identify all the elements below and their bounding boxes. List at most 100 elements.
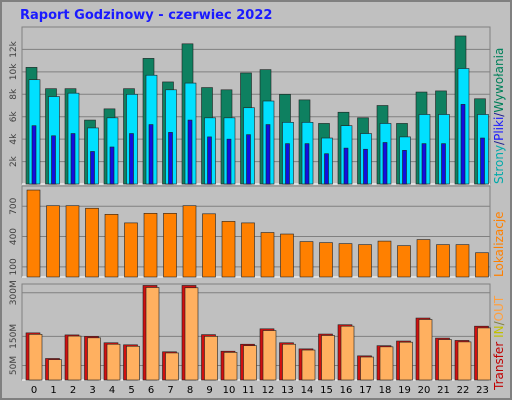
bar-out: [399, 341, 413, 381]
x-tick-label: 18: [379, 385, 392, 396]
x-tick-label: 23: [476, 385, 489, 396]
bar-strony: [402, 150, 407, 185]
legend-entry: OUT: [492, 295, 506, 321]
x-tick-label: 3: [89, 385, 95, 396]
bar-lokalizacje: [104, 214, 119, 278]
bar-out: [67, 335, 82, 381]
legend-entry: Pliki: [492, 117, 506, 141]
bar-lokalizacje: [260, 232, 275, 278]
x-tick-label: 15: [320, 385, 333, 396]
bar-strony: [460, 104, 466, 185]
x-tick-label: 8: [187, 385, 193, 396]
bar-strony: [226, 138, 232, 185]
bar-lokalizacje: [143, 213, 158, 278]
legend-entry: Wywołania: [492, 48, 506, 113]
bar-strony: [187, 119, 193, 185]
x-tick-label: 16: [340, 385, 353, 396]
bar-lokalizacje: [280, 233, 294, 278]
x-tick-label: 12: [262, 385, 275, 396]
x-tick-label: 2: [70, 385, 76, 396]
x-tick-label: 4: [109, 385, 115, 396]
bar-strony: [382, 142, 388, 185]
bar-out: [360, 356, 374, 381]
panel-2-background: [21, 185, 491, 278]
bar-out: [126, 345, 140, 381]
bar-out: [223, 352, 238, 381]
bar-out: [28, 334, 43, 381]
x-tick-label: 10: [223, 385, 236, 396]
bar-lokalizacje: [163, 213, 177, 278]
x-tick-label: 17: [359, 385, 372, 396]
bar-lokalizacje: [436, 244, 450, 278]
bar-lokalizacje: [416, 239, 431, 278]
x-tick-label: 11: [242, 385, 255, 396]
panel-2-ytick-label: 400: [9, 228, 19, 245]
x-tick-label: 0: [31, 385, 37, 396]
bar-out: [282, 343, 296, 381]
x-tick-label: 14: [301, 385, 314, 396]
bar-lokalizacje: [299, 241, 314, 278]
bar-lokalizacje: [221, 221, 236, 278]
bar-strony: [148, 124, 154, 185]
bar-out: [145, 287, 160, 381]
bar-lokalizacje: [319, 242, 333, 278]
bar-strony: [421, 143, 427, 185]
panel-2-legend: Lokalizacje: [492, 211, 506, 277]
panel-2-ytick-label: 100: [9, 258, 19, 275]
x-tick-label: 6: [148, 385, 154, 396]
bar-strony: [265, 124, 271, 185]
bar-out: [379, 346, 394, 381]
bar-lokalizacje: [46, 205, 60, 278]
bar-lokalizacje: [338, 243, 353, 278]
x-tick-label: 20: [418, 385, 431, 396]
bar-out: [340, 325, 355, 381]
panel-2-ytick-label: 700: [9, 197, 19, 214]
bar-out: [477, 327, 491, 381]
bar-strony: [363, 148, 368, 185]
panel-3-ytick-label: 150M: [9, 324, 19, 349]
bar-lokalizacje: [397, 245, 411, 278]
bar-strony: [480, 137, 485, 185]
panel-1-ytick-label: 8k: [9, 88, 19, 100]
bar-out: [438, 339, 452, 381]
bar-strony: [441, 143, 446, 185]
x-tick-label: 22: [457, 385, 470, 396]
bar-out: [184, 287, 199, 381]
bar-out: [457, 341, 472, 381]
bar-strony: [285, 143, 290, 185]
bar-strony: [304, 143, 310, 185]
x-tick-label: 7: [167, 385, 173, 396]
x-tick-label: 5: [128, 385, 134, 396]
bar-strony: [70, 133, 76, 185]
x-tick-label: 21: [437, 385, 450, 396]
bar-lokalizacje: [455, 244, 470, 278]
panel-3-ytick-label: 300M: [9, 280, 19, 305]
bar-lokalizacje: [124, 222, 138, 278]
bar-lokalizacje: [241, 222, 255, 278]
bar-strony: [207, 136, 212, 185]
x-tick-label: 13: [281, 385, 294, 396]
panel-1-background: [21, 26, 491, 185]
panel-3-ytick-label: 50M: [9, 356, 19, 375]
bar-strony: [51, 135, 56, 185]
bar-out: [262, 330, 277, 381]
legend-entry: Lokalizacje: [492, 211, 506, 277]
legend-entry: /: [492, 140, 506, 145]
panel-1-ytick-label: 10k: [9, 63, 19, 80]
bar-lokalizacje: [182, 205, 197, 278]
legend-entry: /: [492, 320, 506, 325]
bar-out: [165, 352, 179, 381]
bar-lokalizacje: [85, 207, 99, 278]
x-tick-label: 9: [206, 385, 212, 396]
bar-lokalizacje: [26, 189, 41, 278]
x-tick-label: 19: [398, 385, 411, 396]
legend-entry: Transfer: [492, 338, 506, 391]
panel-1-legend: Strony/Pliki/Wywołania: [492, 48, 506, 184]
legend-entry: Strony: [492, 145, 506, 184]
page-title: Raport Godzinowy - czerwiec 2022: [20, 8, 273, 23]
panel-1-ytick-label: 4k: [9, 133, 19, 145]
bar-strony: [168, 132, 173, 185]
bar-strony: [31, 125, 37, 185]
bar-out: [243, 345, 257, 381]
